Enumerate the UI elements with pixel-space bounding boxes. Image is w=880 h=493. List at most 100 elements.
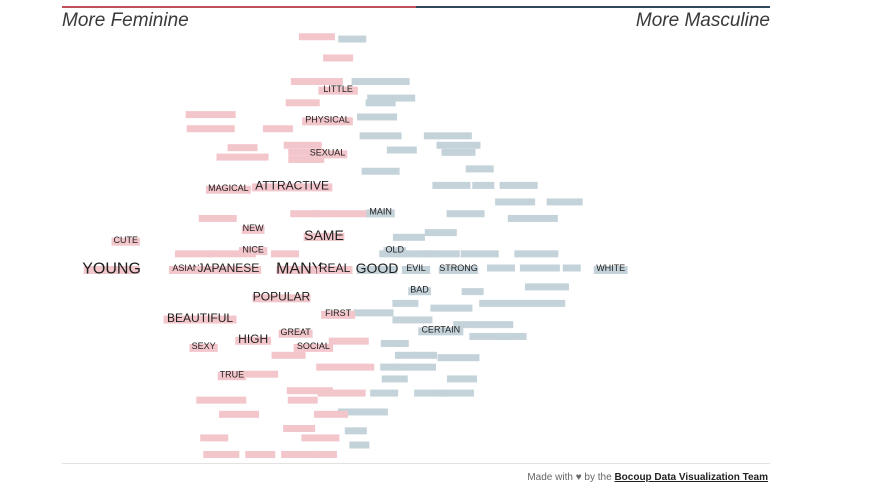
word-bar-masculine-24[interactable] (432, 181, 471, 189)
word-bar-masculine-73[interactable] (435, 389, 474, 397)
word-bar-feminine-0[interactable] (298, 33, 335, 41)
word-bar-feminine-33[interactable] (198, 214, 237, 222)
word-bar-masculine-15[interactable] (436, 141, 481, 149)
word-bar-feminine-82[interactable] (301, 434, 340, 442)
word-bar-feminine-60[interactable] (271, 351, 306, 359)
word-bar-feminine-37[interactable] (174, 250, 211, 258)
word-bar-masculine-17[interactable] (386, 146, 417, 154)
word-label-certain[interactable]: CERTAIN (421, 325, 460, 335)
word-label-new[interactable]: NEW (243, 223, 265, 233)
word-bar-great[interactable] (278, 329, 313, 338)
word-bar-same[interactable] (303, 232, 345, 241)
word-label-cute[interactable]: CUTE (113, 235, 138, 245)
word-bar-masculine-28[interactable] (546, 198, 583, 206)
word-label-same[interactable]: SAME (304, 227, 344, 243)
word-bar-masculine-53[interactable] (353, 309, 394, 317)
word-bar-young[interactable] (83, 266, 140, 274)
word-bar-feminine-63[interactable] (316, 363, 375, 371)
word-bar-evil[interactable] (401, 266, 431, 274)
word-label-japanese[interactable]: JAPANESE (197, 261, 259, 275)
word-bar-little[interactable] (318, 86, 358, 95)
word-bar-true[interactable] (217, 372, 247, 381)
word-bar-masculine-32[interactable] (446, 210, 485, 218)
word-bar-masculine-57[interactable] (496, 332, 527, 340)
word-label-magical[interactable]: MAGICAL (208, 183, 249, 193)
word-bar-feminine-79[interactable] (283, 424, 316, 432)
word-bar-real[interactable] (316, 266, 353, 274)
word-bar-feminine-10[interactable] (186, 125, 235, 133)
word-bar-sexy[interactable] (189, 343, 218, 352)
word-bar-masculine-42[interactable] (421, 250, 460, 258)
word-bar-masculine-80[interactable] (344, 427, 367, 435)
word-bar-feminine-70[interactable] (317, 389, 366, 397)
word-bar-masculine-41[interactable] (397, 250, 435, 258)
word-bar-new[interactable] (241, 225, 265, 234)
word-bar-feminine-74[interactable] (196, 396, 247, 404)
word-bar-masculine-44[interactable] (514, 250, 559, 258)
word-bar-feminine-6[interactable] (285, 99, 320, 107)
word-bar-masculine-1[interactable] (338, 35, 367, 43)
word-label-main[interactable]: MAIN (369, 207, 392, 217)
word-label-young[interactable]: YOUNG (82, 261, 141, 278)
word-bar-masculine-76[interactable] (337, 408, 388, 416)
word-bar-feminine-66[interactable] (228, 370, 279, 378)
word-bar-masculine-22[interactable] (465, 165, 494, 173)
word-bar-masculine-72[interactable] (414, 389, 447, 397)
word-bar-feminine-29[interactable] (290, 210, 323, 218)
word-bar-feminine-58[interactable] (328, 337, 369, 345)
word-label-bad[interactable]: BAD (410, 284, 429, 294)
word-bar-first[interactable] (321, 310, 356, 319)
word-bar-masculine-7[interactable] (365, 99, 396, 107)
word-bar-masculine-13[interactable] (423, 132, 472, 140)
word-bar-physical[interactable] (302, 117, 353, 126)
word-label-beautiful[interactable]: BEAUTIFUL (167, 311, 233, 325)
word-bar-feminine-20[interactable] (216, 153, 269, 161)
word-bar-japanese[interactable] (195, 266, 262, 274)
word-label-strong[interactable]: STRONG (439, 263, 478, 273)
word-label-attractive[interactable]: ATTRACTIVE (255, 179, 329, 193)
word-bar-feminine-75[interactable] (287, 396, 318, 404)
word-label-true[interactable]: TRUE (220, 369, 245, 379)
word-label-sexual[interactable]: SEXUAL (310, 148, 346, 158)
word-bar-feminine-31[interactable] (334, 210, 371, 218)
word-bar-feminine-14[interactable] (283, 141, 322, 149)
word-bar-masculine-26[interactable] (499, 181, 538, 189)
word-label-sexy[interactable]: SEXY (192, 341, 216, 351)
word-label-white[interactable]: WHITE (596, 263, 625, 273)
word-bar-magical[interactable] (205, 185, 251, 194)
word-bar-feminine-84[interactable] (203, 450, 240, 458)
word-bar-certain[interactable] (418, 327, 464, 336)
word-label-high[interactable]: HIGH (238, 332, 268, 346)
word-bar-masculine-65[interactable] (396, 363, 436, 371)
word-bar-masculine-52[interactable] (479, 299, 566, 307)
word-bar-masculine-23[interactable] (361, 167, 400, 175)
word-bar-feminine-8[interactable] (185, 111, 236, 119)
word-label-many[interactable]: MANY (276, 261, 323, 278)
word-bar-feminine-87[interactable] (310, 450, 337, 458)
word-bar-feminine-3[interactable] (290, 78, 343, 86)
word-bar-feminine-39[interactable] (271, 250, 300, 258)
word-bar-masculine-9[interactable] (357, 113, 398, 121)
word-label-asian[interactable]: ASIAN (172, 263, 199, 273)
word-bar-feminine-18[interactable] (288, 148, 325, 156)
word-bar-masculine-50[interactable] (392, 299, 419, 307)
word-bar-masculine-25[interactable] (472, 181, 495, 189)
word-bar-sexual[interactable] (307, 150, 348, 159)
word-bar-strong[interactable] (438, 266, 479, 274)
word-bar-white[interactable] (593, 266, 628, 274)
word-label-nice[interactable]: NICE (242, 244, 264, 254)
word-label-real[interactable]: REAL (319, 261, 351, 275)
word-bar-bad[interactable] (408, 287, 431, 296)
word-bar-masculine-71[interactable] (370, 389, 399, 397)
word-bar-feminine-81[interactable] (200, 434, 229, 442)
word-bar-feminine-86[interactable] (281, 450, 318, 458)
word-bar-masculine-55[interactable] (453, 321, 514, 329)
word-bar-feminine-38[interactable] (207, 250, 256, 258)
word-bar-masculine-56[interactable] (469, 332, 512, 340)
word-bar-feminine-85[interactable] (245, 450, 276, 458)
word-bar-many[interactable] (276, 266, 323, 274)
word-bar-masculine-64[interactable] (380, 363, 403, 371)
word-bar-masculine-47[interactable] (562, 264, 581, 272)
word-label-popular[interactable]: POPULAR (253, 290, 311, 304)
word-bar-masculine-27[interactable] (495, 198, 536, 206)
